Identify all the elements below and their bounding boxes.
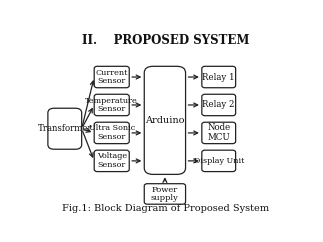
FancyBboxPatch shape (202, 94, 236, 116)
FancyBboxPatch shape (202, 150, 236, 172)
FancyBboxPatch shape (94, 66, 129, 88)
Text: Fig.1: Block Diagram of Proposed System: Fig.1: Block Diagram of Proposed System (62, 204, 269, 213)
FancyBboxPatch shape (144, 184, 185, 204)
Text: Display Unit: Display Unit (193, 157, 244, 165)
Text: Arduino: Arduino (145, 116, 185, 125)
Text: Current
Sensor: Current Sensor (96, 68, 128, 85)
FancyBboxPatch shape (202, 66, 236, 88)
FancyBboxPatch shape (48, 108, 82, 149)
Text: II.    PROPOSED SYSTEM: II. PROPOSED SYSTEM (82, 34, 249, 47)
FancyBboxPatch shape (94, 122, 129, 144)
Text: Node
MCU: Node MCU (207, 123, 230, 143)
Text: Transformer: Transformer (37, 124, 92, 133)
Text: Ultra Sonic
Sensor: Ultra Sonic Sensor (89, 124, 135, 141)
FancyBboxPatch shape (144, 66, 185, 174)
FancyBboxPatch shape (94, 94, 129, 116)
Text: Power
supply: Power supply (151, 186, 179, 202)
Text: Voltage
Sensor: Voltage Sensor (97, 152, 127, 169)
FancyBboxPatch shape (202, 122, 236, 144)
FancyBboxPatch shape (94, 150, 129, 172)
Text: Relay 2: Relay 2 (203, 100, 235, 109)
Text: Temperature
Sensor: Temperature Sensor (85, 97, 138, 113)
Text: Relay 1: Relay 1 (203, 73, 235, 82)
